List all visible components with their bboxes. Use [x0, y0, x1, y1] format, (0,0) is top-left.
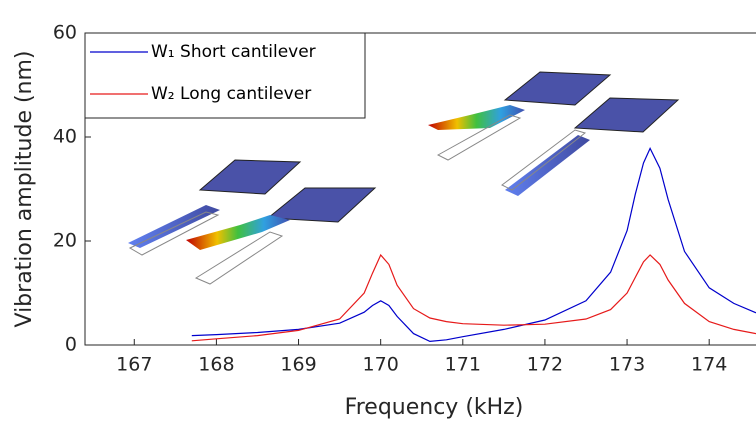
axes-box — [84, 32, 756, 346]
x-tick-label: 168 — [198, 354, 234, 376]
y-tick-label: 40 — [53, 126, 77, 148]
x-tick-label: 174 — [691, 354, 727, 376]
x-tick-label: 167 — [116, 354, 152, 376]
x-tick-label: 169 — [280, 354, 316, 376]
x-tick-label: 170 — [363, 354, 399, 376]
y-tick-label: 20 — [53, 230, 77, 252]
x-tick-label: 171 — [445, 354, 481, 376]
legend-label: W₂ Long cantilever — [151, 84, 311, 104]
y-tick-label: 60 — [53, 22, 77, 44]
series-line — [191, 253, 756, 342]
legend: W₁ Short cantilever W₂ Long cantilever — [84, 32, 366, 119]
cantilever-illustration — [128, 71, 680, 285]
series-line — [191, 146, 756, 343]
legend-box — [84, 32, 366, 119]
x-tick-label: 173 — [609, 354, 645, 376]
x-tick-label: 172 — [527, 354, 563, 376]
legend-label: W₁ Short cantilever — [151, 42, 316, 62]
x-axis-label: Frequency (kHz) — [345, 395, 524, 420]
y-axis-label: Vibration amplitude (nm) — [12, 50, 37, 327]
y-tick-label: 0 — [65, 334, 77, 356]
